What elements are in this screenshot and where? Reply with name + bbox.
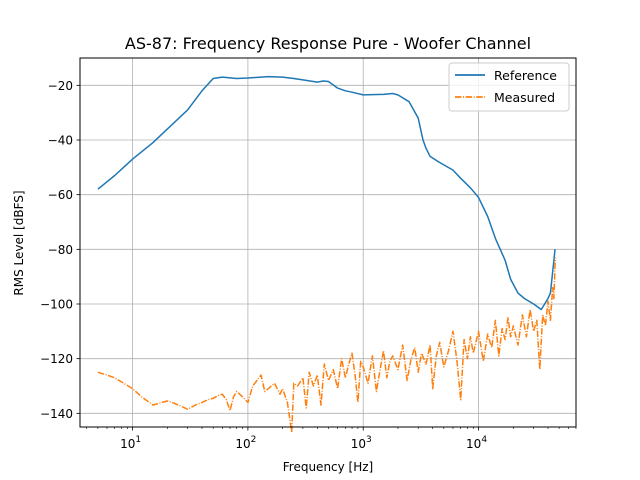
y-axis-label: RMS Level [dBFS]	[12, 190, 26, 295]
series-line-measured	[97, 257, 557, 434]
y-tick-label: −120	[40, 352, 73, 366]
y-tick-label: −80	[48, 243, 73, 257]
axis-ticks: 101 102 103 104 −140 −120 −100 −80 −60 −40 −20	[40, 79, 577, 451]
x-tick-label: 103	[351, 435, 372, 451]
y-tick-label: −40	[48, 134, 73, 148]
plot-series	[97, 75, 557, 434]
legend-label-reference: Reference	[494, 68, 557, 83]
legend-label-measured: Measured	[494, 90, 555, 105]
legend: Reference Measured	[448, 62, 570, 112]
x-tick-label: 104	[466, 435, 487, 451]
chart-title: AS-87: Frequency Response Pure - Woofer …	[125, 34, 531, 53]
y-tick-label: −140	[40, 407, 73, 421]
series-line-reference	[97, 75, 556, 311]
y-tick-label: −100	[40, 298, 73, 312]
plot-frame	[79, 57, 577, 428]
x-tick-label: 102	[235, 435, 256, 451]
grid	[80, 58, 576, 427]
y-tick-label: −60	[48, 188, 73, 202]
y-tick-label: −20	[48, 79, 73, 93]
x-axis-label: Frequency [Hz]	[283, 460, 374, 474]
x-tick-label: 101	[120, 435, 141, 451]
